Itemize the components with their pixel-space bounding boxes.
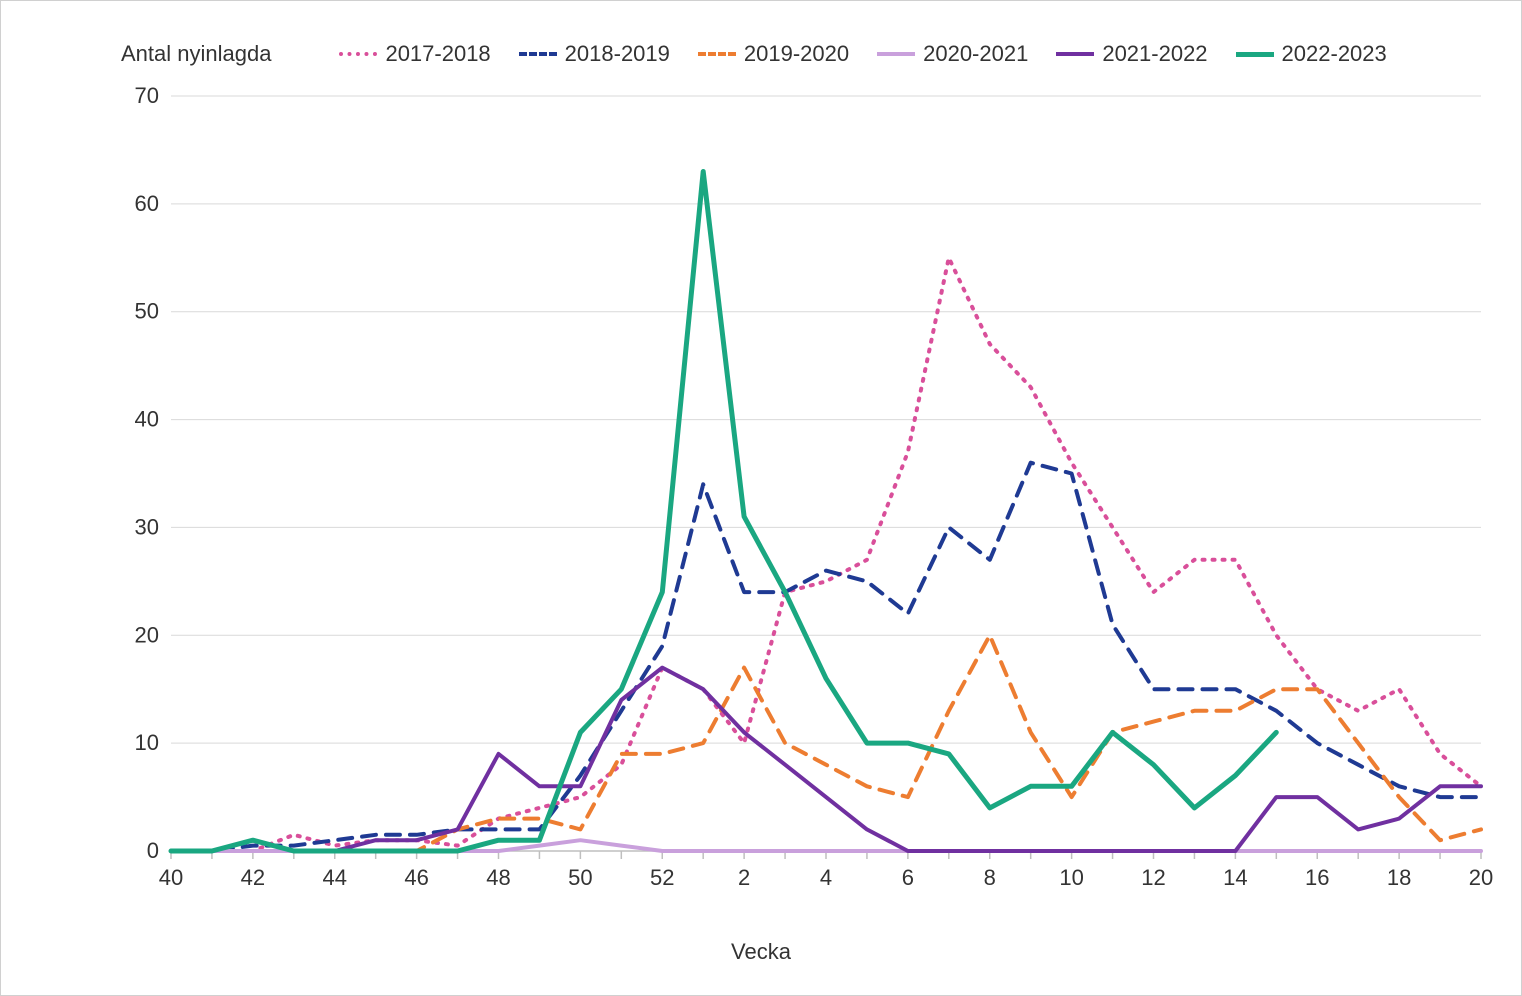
legend-item: 2022-2023: [1236, 41, 1387, 67]
legend-item: 2019-2020: [698, 41, 849, 67]
x-tick-label: 20: [1469, 865, 1493, 890]
series-line: [171, 258, 1481, 851]
series-line: [171, 668, 1481, 851]
x-tick-label: 44: [323, 865, 347, 890]
legend-label: 2017-2018: [385, 41, 490, 67]
x-tick-label: 10: [1059, 865, 1083, 890]
x-tick-label: 12: [1141, 865, 1165, 890]
y-tick-label: 0: [147, 838, 159, 863]
y-tick-label: 70: [135, 83, 159, 108]
legend-item: 2021-2022: [1056, 41, 1207, 67]
series-line: [171, 463, 1481, 851]
x-tick-label: 4: [820, 865, 832, 890]
legend-swatch: [339, 52, 377, 56]
x-tick-label: 46: [404, 865, 428, 890]
legend-label: 2018-2019: [565, 41, 670, 67]
legend-label: 2021-2022: [1102, 41, 1207, 67]
y-tick-label: 30: [135, 514, 159, 539]
y-tick-label: 50: [135, 299, 159, 324]
x-tick-label: 16: [1305, 865, 1329, 890]
legend-item: 2018-2019: [519, 41, 670, 67]
x-tick-label: 14: [1223, 865, 1247, 890]
legend-item: 2017-2018: [339, 41, 490, 67]
x-tick-label: 8: [984, 865, 996, 890]
legend-label: 2022-2023: [1282, 41, 1387, 67]
legend-item: 2020-2021: [877, 41, 1028, 67]
legend: Antal nyinlagda 2017-2018 2018-2019 2019-2…: [121, 41, 1481, 67]
x-tick-label: 6: [902, 865, 914, 890]
y-tick-label: 40: [135, 407, 159, 432]
x-tick-label: 50: [568, 865, 592, 890]
x-axis-title: Vecka: [1, 939, 1521, 965]
x-tick-label: 2: [738, 865, 750, 890]
legend-label: 2020-2021: [923, 41, 1028, 67]
y-tick-label: 20: [135, 622, 159, 647]
y-tick-label: 10: [135, 730, 159, 755]
legend-label: 2019-2020: [744, 41, 849, 67]
legend-swatch: [698, 52, 736, 56]
x-tick-label: 48: [486, 865, 510, 890]
line-chart: Antal nyinlagda 2017-2018 2018-2019 2019-2…: [0, 0, 1522, 996]
legend-swatch: [519, 52, 557, 56]
plot-area: 0102030405060704042444648505224681012141…: [171, 96, 1481, 851]
y-tick-label: 60: [135, 191, 159, 216]
x-tick-label: 52: [650, 865, 674, 890]
legend-swatch: [1236, 52, 1274, 57]
legend-swatch: [1056, 52, 1094, 56]
x-tick-label: 40: [159, 865, 183, 890]
y-axis-title: Antal nyinlagda: [121, 41, 271, 67]
x-tick-label: 18: [1387, 865, 1411, 890]
x-tick-label: 42: [241, 865, 265, 890]
series-line: [171, 172, 1276, 852]
plot-svg: 0102030405060704042444648505224681012141…: [171, 96, 1481, 851]
legend-swatch: [877, 52, 915, 56]
